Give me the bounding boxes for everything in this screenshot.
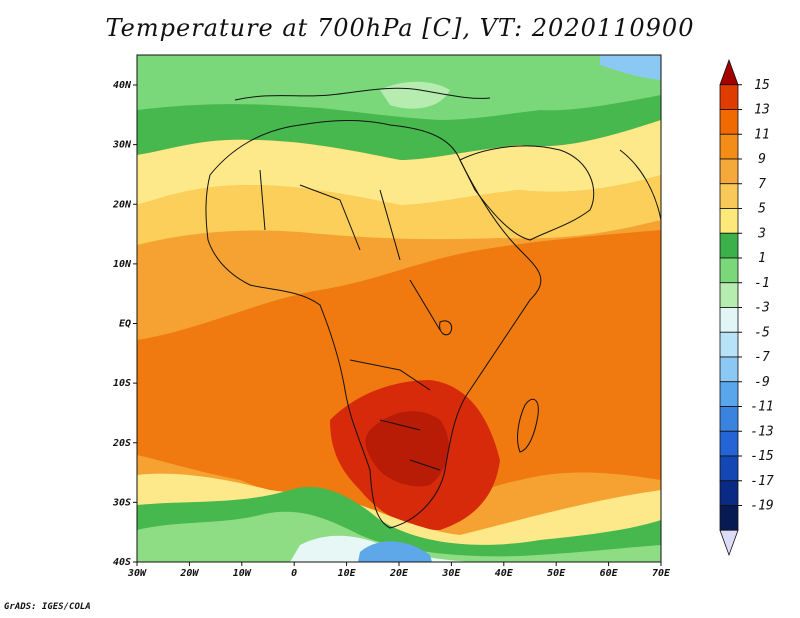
colorbar-swatch <box>719 282 739 308</box>
colorbar-swatch <box>719 133 739 160</box>
y-tick-label: 10S <box>113 378 131 389</box>
colorbar-label: -17 <box>750 474 774 489</box>
field-light-green-south <box>137 511 661 562</box>
colorbar-label: -13 <box>750 424 773 439</box>
coastlines <box>205 87 661 529</box>
x-tick-label: 10W <box>233 568 252 579</box>
colorbar-swatch <box>719 455 739 482</box>
colorbar-label: 1 <box>758 251 766 266</box>
colorbar-label: -7 <box>754 350 770 365</box>
field-blue-ne <box>600 55 661 80</box>
colorbar-swatch <box>719 505 739 531</box>
colorbar-swatch <box>719 331 739 358</box>
africa-outline <box>205 120 542 529</box>
colorbar-label: -1 <box>754 276 770 291</box>
field-yellow-north <box>137 120 661 205</box>
y-tick-label: 40N <box>113 80 132 91</box>
border-line-1 <box>259 169 441 471</box>
x-tick-label: 30E <box>441 568 461 579</box>
colorbar-swatch <box>719 529 739 557</box>
colorbar-swatch <box>719 232 739 259</box>
x-tick-label: 0 <box>291 568 297 579</box>
y-tick-label: 20S <box>112 438 131 449</box>
y-tick-label: 10N <box>113 259 132 270</box>
x-tick-label: 30W <box>127 568 147 579</box>
colorbar-swatch <box>719 208 739 234</box>
colorbar-label: 13 <box>754 103 770 118</box>
colorbar-swatch <box>719 381 739 407</box>
y-axis-ticks: 40N 30N 20N 10N EQ 10S 20S 30S 40S <box>112 80 137 568</box>
x-tick-label: 70E <box>652 568 671 579</box>
arabia-outline <box>459 145 595 241</box>
colorbar-label: -11 <box>750 400 773 415</box>
colorbar-label: -9 <box>754 375 770 390</box>
y-tick-label: 20N <box>112 199 132 210</box>
colorbar-label: 9 <box>758 152 766 167</box>
colorbar-swatch <box>719 84 739 110</box>
colorbar-swatch <box>719 109 739 135</box>
y-tick-label: 30S <box>112 497 131 508</box>
colorbar-label: -15 <box>750 449 774 464</box>
colorbar-swatch <box>719 480 739 506</box>
x-tick-label: 20W <box>179 568 199 579</box>
colorbar-label: 11 <box>754 127 770 142</box>
field-blue-south <box>358 541 432 562</box>
colorbar-swatch <box>719 356 739 383</box>
x-tick-label: 20E <box>389 568 409 579</box>
y-tick-label: EQ <box>119 319 131 330</box>
colorbar-swatch <box>719 183 739 209</box>
footer-credit: GrADS: IGES/COLA <box>4 602 91 612</box>
colorbar-label: 7 <box>758 177 766 192</box>
colorbar-swatch <box>719 58 739 86</box>
x-tick-label: 40E <box>495 568 514 579</box>
y-tick-label: 30N <box>112 140 132 151</box>
x-tick-label: 10E <box>338 568 357 579</box>
colorbar-swatch <box>719 257 739 284</box>
colorbar-label: -19 <box>750 499 773 514</box>
colorbar-label: 3 <box>757 226 766 241</box>
colorbar: 15 13 11 9 7 5 3 1 -1 -3 -5 -7 -9 -11 -13 -15 -17 -19 <box>719 58 774 557</box>
colorbar-swatch <box>719 307 739 333</box>
x-tick-label: 60E <box>600 568 619 579</box>
x-axis-ticks: 30W 20W 10W 0 10E 20E 30E 40E 50E 60E 70E <box>127 562 671 579</box>
x-tick-label: 50E <box>547 568 566 579</box>
colorbar-swatch <box>719 406 739 432</box>
colorbar-label: -3 <box>754 301 770 316</box>
y-tick-label: 40S <box>113 557 131 568</box>
colorbar-label: 5 <box>758 202 766 217</box>
map-title: Temperature at 700hPa [C], VT: 202011090… <box>105 14 695 42</box>
lake-victoria <box>439 320 453 336</box>
madagascar-outline <box>517 398 539 453</box>
colorbar-swatch <box>719 158 739 185</box>
colorbar-label: 15 <box>754 78 770 93</box>
temperature-field <box>137 55 661 562</box>
field-light-orange-belt <box>137 175 661 245</box>
field-hot-core <box>365 411 449 487</box>
india-outline <box>619 149 661 221</box>
mediterranean-coast <box>234 87 491 101</box>
field-warm-interior <box>137 230 661 530</box>
colorbar-swatch <box>719 430 739 457</box>
colorbar-label: -5 <box>754 325 770 340</box>
